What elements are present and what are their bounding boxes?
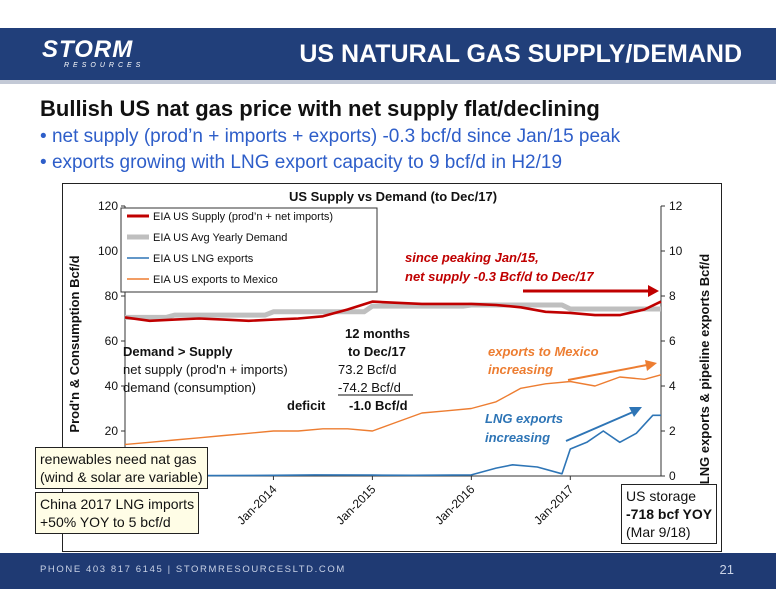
mexico-note: exports to Mexico increasing [488, 344, 599, 377]
header-accent-bar [0, 80, 776, 84]
x-tick-label: Jan-2015 [333, 482, 379, 528]
chart: US Supply vs Demand (to Dec/17) Prod'n &… [62, 183, 722, 552]
china-line2: +50% YOY to 5 bcf/d [40, 514, 171, 530]
peak-note-line2: net supply -0.3 Bcf/d to Dec/17 [405, 269, 594, 284]
table-heading-line1: 12 months [345, 326, 410, 341]
legend: EIA US Supply (prod’n + net imports) EIA… [120, 207, 378, 293]
legend-label-demand: EIA US Avg Yearly Demand [153, 232, 287, 244]
storage-line3: (Mar 9/18) [626, 524, 691, 540]
legend-label-lng: EIA US LNG exports [153, 253, 254, 265]
net-supply-value: 73.2 Bcf/d [338, 362, 397, 377]
bullet-marker: • [40, 126, 47, 147]
y-tick-label-right: 8 [669, 289, 676, 303]
storage-callout: US storage -718 bcf YOY (Mar 9/18) [621, 484, 718, 544]
y-tick-label-right: 10 [669, 244, 683, 258]
net-supply-label: net supply (prod'n + imports) [123, 362, 288, 377]
series-line-mexico [124, 374, 662, 446]
logo-name: STORM [42, 36, 134, 63]
y-tick-label-right: 0 [669, 469, 676, 483]
y-tick-label-right: 12 [669, 199, 683, 213]
bullet-1: • net supply (prod’n + imports + exports… [40, 126, 620, 148]
bullet-1-text: net supply (prod’n + imports + exports) … [51, 126, 621, 147]
demand-label: demand (consumption) [123, 380, 256, 395]
headline: Bullish US nat gas price with net supply… [40, 96, 600, 121]
storage-line2: -718 bcf YOY [626, 506, 713, 522]
legend-label-supply: EIA US Supply (prod’n + net imports) [153, 211, 333, 223]
renewables-callout: renewables need nat gas (wind & solar ar… [35, 447, 208, 489]
series-line-supply [124, 300, 662, 323]
renewables-line2: (wind & solar are variable) [40, 469, 203, 485]
bullet-2: • exports growing with LNG export capaci… [40, 152, 562, 174]
renewables-line1: renewables need nat gas [40, 451, 197, 467]
x-tick-label: Jan-2017 [531, 482, 577, 528]
x-tick-label: Jan-2014 [234, 482, 280, 528]
y-tick-label-right: 2 [669, 424, 676, 438]
series-line-lng [125, 414, 661, 477]
lng-note-line2: increasing [485, 430, 550, 445]
mexico-arrow-head [645, 360, 657, 371]
supply-demand-table: 12 months to Dec/17 Demand > Supply net … [123, 326, 413, 413]
lng-note-line1: LNG exports [485, 411, 563, 426]
logo-subtitle: RESOURCES [64, 62, 145, 69]
page-number: 21 [719, 562, 734, 577]
chart-svg: US Supply vs Demand (to Dec/17) Prod'n &… [67, 189, 712, 528]
legend-box [120, 207, 378, 293]
deficit-label: deficit [287, 398, 326, 413]
china-line1: China 2017 LNG imports [40, 496, 195, 512]
storage-line1: US storage [626, 488, 697, 504]
legend-label-mexico: EIA US exports to Mexico [153, 274, 278, 286]
peak-arrow-head [648, 285, 659, 297]
y-tick-label-left: 20 [105, 424, 119, 438]
footer-contact: PHONE 403 817 6145 | STORMRESOURCESLTD.C… [40, 564, 346, 575]
y-tick-label-left: 120 [98, 199, 118, 213]
y-tick-label-right: 4 [669, 379, 676, 393]
mexico-note-line2: increasing [488, 362, 553, 377]
mexico-note-line1: exports to Mexico [488, 344, 599, 359]
y-tick-label-right: 6 [669, 334, 676, 348]
footer: PHONE 403 817 6145 | STORMRESOURCESLTD.C… [0, 553, 776, 589]
y-tick-label-left: 40 [105, 379, 119, 393]
bullet-marker: • [40, 152, 47, 173]
bullet-2-text: exports growing with LNG export capacity… [51, 152, 563, 173]
table-title: Demand > Supply [123, 344, 233, 359]
lng-arrow [565, 411, 634, 442]
y-tick-label-left: 80 [105, 289, 119, 303]
mexico-arrow [567, 364, 648, 381]
y-tick-label-left: 60 [105, 334, 119, 348]
series-group [124, 300, 662, 477]
slide-title: US NATURAL GAS SUPPLY/DEMAND [299, 40, 742, 68]
deficit-value: -1.0 Bcf/d [349, 398, 408, 413]
y-axis-right-label: LNG exports & pipeline exports Bcf/d [697, 254, 712, 484]
header-banner: STORM RESOURCES US NATURAL GAS SUPPLY/DE… [0, 28, 776, 84]
peak-note: since peaking Jan/15, net supply -0.3 Bc… [405, 250, 594, 284]
y-axis-left-label: Prod'n & Consumption Bcf/d [67, 255, 82, 432]
y-tick-label-left: 100 [98, 244, 118, 258]
china-callout: China 2017 LNG imports +50% YOY to 5 bcf… [35, 492, 200, 534]
x-tick-label: Jan-2016 [432, 482, 478, 528]
lng-arrow-head [629, 407, 642, 417]
peak-note-line1: since peaking Jan/15, [405, 250, 539, 265]
logo: STORM RESOURCES [42, 38, 144, 70]
chart-title: US Supply vs Demand (to Dec/17) [289, 189, 497, 204]
demand-value: -74.2 Bcf/d [338, 380, 401, 395]
lng-note: LNG exports increasing [485, 411, 563, 445]
table-heading-line2: to Dec/17 [348, 344, 406, 359]
series-line-demand [125, 302, 661, 320]
